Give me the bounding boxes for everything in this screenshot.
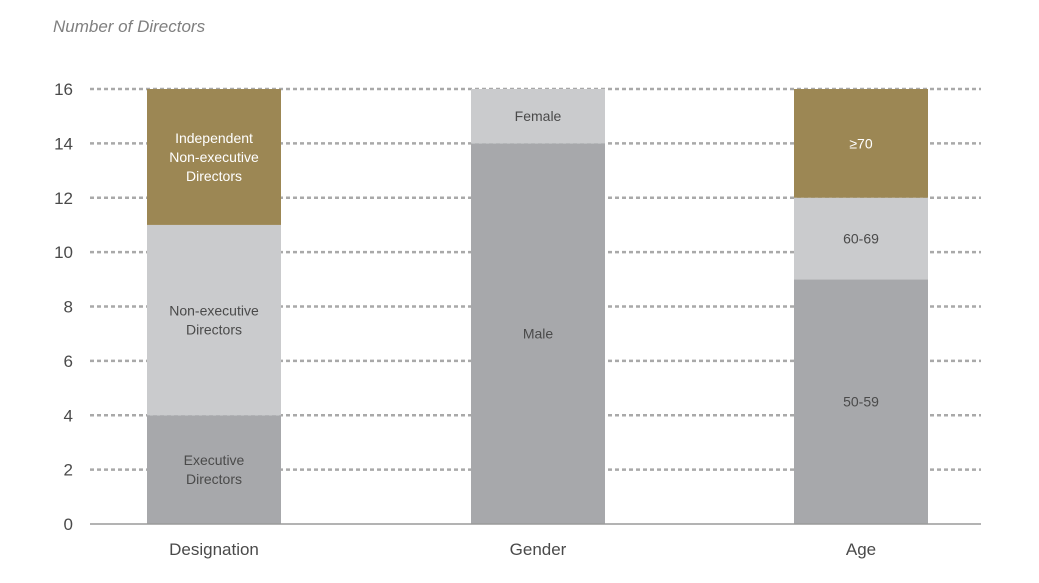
segment-labels: Executive Directors Non-executive Directors… <box>169 108 879 487</box>
y-tick-label: 12 <box>54 189 73 208</box>
bar-segment <box>794 197 928 280</box>
segment-label: 60-69 <box>843 231 879 247</box>
segment-label: Non-executive Directors <box>169 303 259 338</box>
y-tick-label: 6 <box>64 352 73 371</box>
y-tick-label: 10 <box>54 243 73 262</box>
y-tick-label: 16 <box>54 80 73 99</box>
bar-segment <box>147 224 281 416</box>
y-axis-title: Number of Directors <box>53 17 206 36</box>
segment-label: Female <box>515 108 562 124</box>
bar-segment <box>471 143 605 524</box>
bar-segment <box>794 89 928 198</box>
y-axis-ticks: 0 2 4 6 8 10 12 14 16 <box>54 80 73 534</box>
bars <box>147 89 928 524</box>
y-tick-label: 0 <box>64 515 73 534</box>
category-label: Age <box>846 540 876 559</box>
category-labels: Designation Gender Age <box>169 540 876 559</box>
segment-label: ≥70 <box>849 135 872 151</box>
category-label: Designation <box>169 540 259 559</box>
y-tick-label: 8 <box>64 298 73 317</box>
y-tick-label: 4 <box>64 406 73 425</box>
y-tick-label: 2 <box>64 461 73 480</box>
bar-segment <box>794 279 928 524</box>
bar-segment <box>147 89 281 225</box>
bar-segment <box>147 415 281 524</box>
category-label: Gender <box>510 540 567 559</box>
bar-segment <box>471 89 605 144</box>
segment-label: Executive Directors <box>184 452 245 487</box>
segment-label: Male <box>523 326 554 342</box>
segment-label: Independent Non-executive Directors <box>169 130 259 184</box>
y-tick-label: 14 <box>54 134 73 153</box>
segment-label: 50-59 <box>843 394 879 410</box>
